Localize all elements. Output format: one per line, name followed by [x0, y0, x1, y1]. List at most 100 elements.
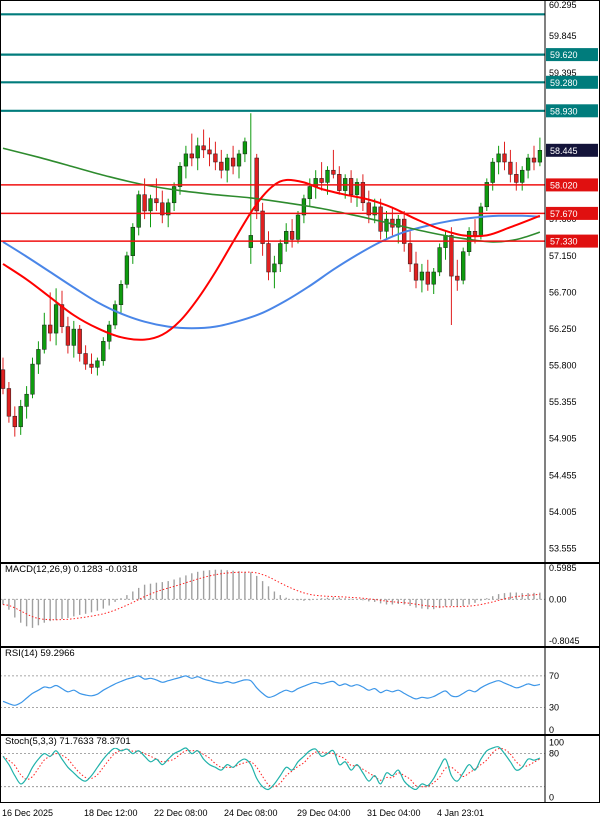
- candle-body: [71, 328, 76, 346]
- macd-signal-line: [2, 571, 540, 621]
- candle-body: [42, 324, 47, 350]
- candle-body: [301, 198, 307, 216]
- candle-body: [77, 328, 82, 354]
- price-level-box-label: 58.020: [550, 180, 578, 190]
- candle-body: [65, 326, 71, 346]
- price-level-box-label: 59.620: [550, 50, 578, 60]
- scale-label: -0.8045: [549, 636, 580, 646]
- candle-body: [30, 363, 35, 395]
- price-level-box: [546, 48, 598, 62]
- candle-body: [242, 141, 248, 155]
- candle-body: [171, 186, 177, 204]
- candle-body: [455, 275, 460, 281]
- candle-body: [437, 247, 442, 273]
- candle-body: [148, 198, 153, 212]
- candle-body: [378, 206, 383, 232]
- price-tick-label: 54.455: [549, 470, 577, 480]
- price-level-box-label: 57.330: [550, 237, 578, 247]
- scale-label: 70: [549, 671, 559, 681]
- price-level-box-label: 58.445: [550, 146, 578, 156]
- rsi-panel: RSI(14) 59.2966 70 30 0: [0, 647, 600, 735]
- candle-body: [183, 153, 189, 167]
- rsi-canvas: 70 30 0: [0, 647, 600, 735]
- scale-label: 0.5985: [549, 563, 577, 573]
- price-level-box: [546, 178, 598, 192]
- candle-body: [0, 369, 6, 389]
- price-level-box-label: 58.930: [550, 106, 578, 116]
- scale-bg: [545, 647, 600, 735]
- candle-body: [195, 145, 200, 159]
- candle-body: [337, 174, 342, 191]
- time-axis-label: 4 Jan 23:01: [437, 808, 485, 818]
- candle-body: [118, 284, 124, 305]
- candle-body: [154, 198, 159, 204]
- macd-panel: MACD(12,26,9) 0.1283 -0.0318 0.5985 0.00 -…: [0, 563, 600, 647]
- candle-body: [284, 231, 289, 244]
- scale-bg: [545, 563, 600, 647]
- candle-body: [24, 393, 29, 407]
- candle-body: [59, 304, 65, 327]
- candle-body: [278, 243, 283, 265]
- candle-body: [354, 182, 360, 195]
- candles: [0, 113, 543, 437]
- candle-body: [207, 149, 212, 155]
- macd-label: MACD(12,26,9) 0.1283 -0.0318: [3, 564, 140, 576]
- candle-body: [360, 182, 366, 204]
- macd-canvas: 0.5985 0.00 -0.8045: [0, 563, 600, 647]
- candle-body: [12, 415, 17, 428]
- candle-body: [160, 202, 165, 216]
- candle-body: [272, 263, 277, 273]
- price-level-box-label: 57.670: [550, 209, 578, 219]
- stochastic-d-line: [2, 747, 541, 788]
- candle-body: [490, 161, 495, 183]
- price-tick-label: 59.395: [549, 68, 577, 78]
- candle-body: [48, 324, 53, 334]
- candle-body: [142, 194, 147, 212]
- candle-body: [101, 341, 106, 362]
- price-axis-bg: [545, 0, 600, 563]
- price-level-box-label: 59.280: [550, 78, 578, 88]
- candle-body: [136, 194, 141, 228]
- candle-body: [496, 153, 501, 163]
- price-tick-label: 55.800: [549, 361, 577, 371]
- time-axis-label: 18 Dec 12:00: [84, 808, 138, 818]
- candle-body: [230, 157, 236, 167]
- price-tick-label: 59.845: [549, 31, 577, 41]
- time-axis: 16 Dec 2025 18 Dec 12:00 22 Dec 08:00 24 De…: [0, 803, 600, 825]
- price-level-box: [546, 234, 598, 248]
- candle-body: [372, 206, 377, 216]
- time-axis-label: 24 Dec 08:00: [224, 808, 278, 818]
- time-axis-label: 29 Dec 04:00: [297, 808, 351, 818]
- candle-body: [484, 182, 489, 208]
- candle-body: [166, 202, 171, 216]
- scale-label: 0: [549, 725, 554, 735]
- ma-green-line: [2, 147, 541, 243]
- candlestick-canvas: 60.29559.84559.39557.60057.15056.70056.2…: [0, 0, 600, 563]
- stochastic-label: Stoch(5,3,3) 71.7633 78.3701: [3, 736, 133, 748]
- scale-label: 0: [549, 793, 554, 803]
- candle-body: [83, 353, 88, 365]
- candle-body: [266, 243, 271, 273]
- time-axis-label: 31 Dec 04:00: [367, 808, 421, 818]
- candle-body: [307, 186, 312, 199]
- candle-body: [508, 161, 513, 175]
- scale-label: 30: [549, 703, 559, 713]
- scale-label: 80: [549, 749, 559, 759]
- ma-red-line: [2, 178, 541, 341]
- candle-body: [478, 206, 484, 236]
- candle-body: [407, 243, 413, 265]
- candle-body: [520, 169, 525, 183]
- price-tick-label: 54.005: [549, 507, 577, 517]
- scale-bg: [545, 735, 600, 803]
- candle-body: [537, 150, 543, 163]
- candle-body: [396, 218, 401, 228]
- candle-body: [89, 363, 94, 368]
- price-tick-label: 56.250: [549, 324, 577, 334]
- candle-body: [6, 388, 12, 417]
- candle-body: [331, 169, 336, 175]
- price-tick-label: 57.150: [549, 251, 577, 261]
- candle-body: [425, 271, 430, 285]
- rsi-line: [2, 675, 541, 706]
- candle-body: [236, 153, 242, 167]
